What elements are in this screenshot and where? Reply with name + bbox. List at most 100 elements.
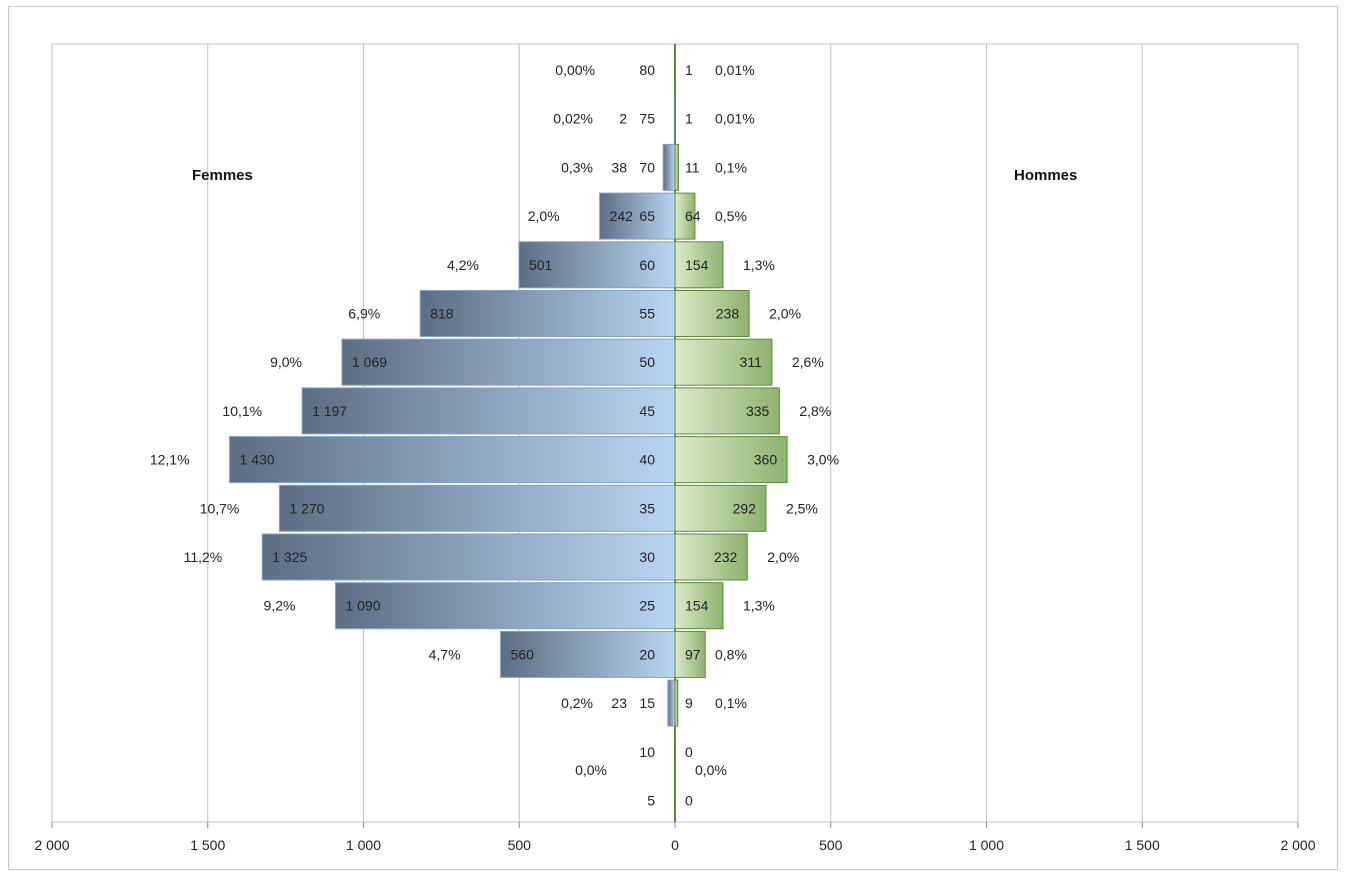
bar-hommes: [674, 630, 706, 678]
bar-femmes: [518, 241, 676, 289]
age-label: 70: [639, 159, 655, 175]
femmes-pct-label: 10,7%: [200, 500, 240, 516]
hommes-value-label: 232: [714, 549, 738, 565]
age-label: 55: [639, 306, 655, 322]
femmes-value-label: 1 197: [312, 403, 347, 419]
hommes-pct-label: 2,0%: [769, 306, 801, 322]
hommes-pct-label: 0,1%: [715, 695, 747, 711]
bar-femmes: [662, 143, 676, 191]
bar-hommes: [674, 241, 724, 289]
age-label: 45: [639, 403, 655, 419]
femmes-pct-label: 9,2%: [264, 598, 296, 614]
age-label: 5: [647, 793, 655, 809]
x-tick-label: 1 500: [190, 837, 225, 853]
femmes-label: Femmes: [192, 167, 253, 184]
age-label: 20: [639, 646, 655, 662]
bar-hommes: [674, 484, 767, 532]
hommes-value-label: 11: [685, 159, 700, 175]
age-label: 35: [639, 500, 655, 516]
x-tick-label: 500: [508, 837, 532, 853]
femmes-value-label: 1 325: [272, 549, 307, 565]
hommes-value-label: 292: [733, 500, 757, 516]
hommes-value-label: 0: [685, 793, 693, 809]
hommes-value-label: 1: [685, 62, 693, 78]
femmes-pct-label: 0,02%: [553, 111, 593, 127]
age-label: 50: [639, 354, 655, 370]
bar-hommes: [674, 143, 679, 191]
bar-hommes: [674, 582, 724, 630]
femmes-pct-label: 12,1%: [150, 452, 190, 468]
femmes-pct-label: 6,9%: [348, 306, 380, 322]
hommes-value-label: 0: [685, 744, 693, 760]
age-label: 60: [639, 257, 655, 273]
bar-femmes: [599, 192, 676, 240]
femmes-pct-label: 0,0%: [575, 762, 607, 778]
bar-hommes: [674, 338, 773, 386]
bar-femmes: [301, 387, 676, 435]
femmes-value-label: 2: [619, 111, 627, 127]
femmes-value-label: 38: [611, 159, 627, 175]
bar-hommes: [674, 192, 696, 240]
age-label: 40: [639, 452, 655, 468]
hommes-label: Hommes: [1014, 167, 1077, 184]
bar-femmes: [500, 630, 676, 678]
hommes-value-label: 360: [754, 452, 778, 468]
hommes-value-label: 311: [740, 354, 763, 370]
bar-hommes: [674, 387, 780, 435]
hommes-pct-label: 2,0%: [767, 549, 799, 565]
femmes-pct-label: 4,7%: [429, 646, 461, 662]
hommes-value-label: 154: [685, 598, 709, 614]
age-label: 25: [639, 598, 655, 614]
bar-femmes: [419, 290, 676, 337]
femmes-value-label: 501: [529, 257, 553, 273]
femmes-pct-label: 10,1%: [222, 403, 262, 419]
bar-femmes: [334, 582, 676, 630]
hommes-pct-label: 2,5%: [786, 500, 818, 516]
hommes-pct-label: 0,01%: [715, 62, 755, 78]
x-tick-label: 2 000: [1280, 837, 1315, 853]
hommes-value-label: 9: [685, 695, 693, 711]
hommes-pct-label: 2,6%: [792, 354, 824, 370]
hommes-pct-label: 0,8%: [715, 646, 747, 662]
x-tick-label: 0: [671, 837, 679, 853]
femmes-pct-label: 0,00%: [555, 62, 595, 78]
femmes-pct-label: 9,0%: [270, 354, 302, 370]
bar-femmes: [341, 338, 676, 386]
hommes-value-label: 154: [685, 257, 709, 273]
x-tick-label: 1 000: [969, 837, 1004, 853]
femmes-value-label: 1 090: [345, 598, 380, 614]
hommes-value-label: 97: [685, 646, 701, 662]
age-label: 30: [639, 549, 655, 565]
hommes-pct-label: 0,1%: [715, 159, 747, 175]
hommes-pct-label: 0,0%: [695, 762, 727, 778]
hommes-value-label: 335: [746, 403, 770, 419]
x-tick-label: 500: [819, 837, 843, 853]
hommes-pct-label: 0,01%: [715, 111, 755, 127]
age-label: 75: [639, 111, 655, 127]
bar-hommes: [674, 679, 679, 727]
femmes-pct-label: 11,2%: [184, 549, 223, 565]
x-tick-label: 2 000: [34, 837, 69, 853]
hommes-pct-label: 3,0%: [807, 452, 839, 468]
bar-femmes: [667, 679, 676, 727]
age-label: 65: [639, 208, 655, 224]
hommes-pct-label: 1,3%: [743, 257, 775, 273]
femmes-value-label: 1 430: [240, 452, 275, 468]
age-label: 15: [639, 695, 655, 711]
bar-femmes: [229, 436, 676, 484]
bar-femmes: [278, 484, 676, 532]
hommes-value-label: 64: [685, 208, 701, 224]
femmes-pct-label: 0,2%: [561, 695, 593, 711]
x-tick-label: 1 500: [1125, 837, 1160, 853]
age-label: 80: [639, 62, 655, 78]
hommes-pct-label: 1,3%: [743, 598, 775, 614]
bar-hommes: [674, 533, 748, 581]
hommes-value-label: 1: [685, 111, 693, 127]
femmes-value-label: 23: [611, 695, 627, 711]
bar-hommes: [674, 436, 788, 484]
hommes-pct-label: 2,8%: [799, 403, 831, 419]
femmes-pct-label: 2,0%: [528, 208, 560, 224]
x-tick-label: 1 000: [346, 837, 381, 853]
femmes-value-label: 1 270: [289, 500, 324, 516]
